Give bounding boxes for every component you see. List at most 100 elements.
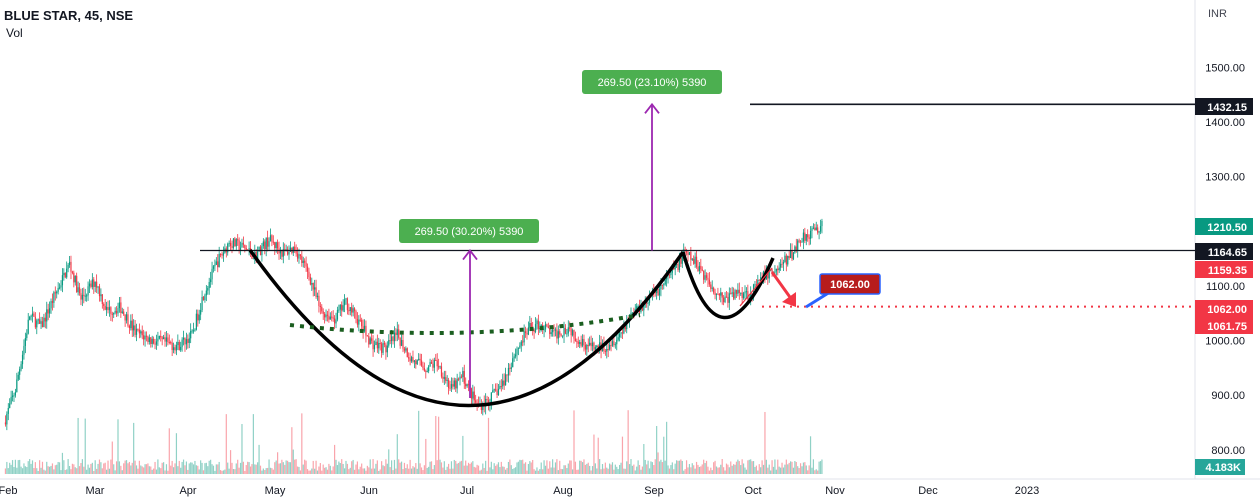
candle-body — [654, 291, 656, 294]
candle-body — [470, 388, 472, 399]
volume-bar — [701, 464, 703, 474]
candle-body — [309, 277, 311, 285]
candle-body — [604, 350, 606, 352]
volume-bar — [274, 462, 276, 474]
candle-body — [76, 275, 78, 293]
candle-body — [265, 237, 267, 250]
candle-body — [93, 279, 95, 287]
candle-body — [78, 287, 81, 294]
volume-bar — [208, 460, 210, 474]
volume-bar — [457, 462, 460, 474]
candle-body — [818, 231, 820, 233]
candle-body — [554, 329, 557, 331]
time-tick-label: Dec — [918, 485, 938, 497]
candle-body — [688, 251, 691, 255]
candle-body — [315, 287, 317, 297]
volume-bar — [579, 460, 581, 474]
candle-body — [33, 313, 35, 317]
volume-bar — [66, 469, 68, 474]
candle-body — [705, 275, 708, 278]
volume-bar — [54, 465, 56, 474]
candle-body — [101, 294, 103, 304]
volume-bar — [428, 466, 430, 474]
volume-bar — [68, 466, 71, 474]
volume-bar — [224, 469, 226, 474]
candle-body — [107, 306, 109, 311]
volume-bar — [748, 459, 750, 474]
volume-bar — [587, 462, 589, 474]
volume-bar — [184, 465, 186, 474]
candle-body — [351, 307, 353, 313]
candle-body — [171, 342, 173, 351]
volume-bar — [740, 465, 742, 474]
currency-label: INR — [1208, 8, 1227, 20]
candle-body — [792, 252, 795, 260]
candle-body — [524, 331, 527, 334]
volume-bar — [231, 462, 233, 474]
volume-bar — [477, 465, 480, 474]
candle-body — [567, 327, 569, 334]
candle-body — [215, 261, 217, 265]
volume-bar — [67, 459, 69, 474]
volume-bar — [758, 464, 760, 474]
candle-body — [790, 250, 792, 258]
candle-body — [115, 310, 118, 314]
candle-body — [700, 265, 702, 270]
candle-body — [244, 244, 246, 249]
candle-body — [801, 241, 803, 243]
candle-body — [54, 292, 56, 294]
candle-body — [125, 314, 128, 321]
candle-body — [780, 263, 782, 268]
volume-bar — [291, 427, 293, 474]
volume-bar — [778, 466, 780, 474]
volume-bar — [600, 469, 602, 474]
volume-bar — [29, 459, 31, 474]
candle-body — [207, 288, 209, 291]
time-tick-label: Nov — [825, 485, 845, 497]
candle-body — [311, 283, 313, 285]
volume-bar — [695, 461, 698, 474]
candle-body — [19, 369, 21, 375]
volume-bar — [804, 462, 806, 474]
candle-body — [513, 356, 515, 359]
volume-bar — [143, 467, 145, 474]
volume-bar — [285, 460, 287, 474]
candle-body — [371, 338, 373, 341]
candle-body — [657, 289, 659, 296]
candle-body — [621, 332, 624, 334]
candle-body — [362, 326, 364, 332]
candle-body — [631, 312, 634, 314]
candle-body — [514, 354, 517, 357]
candle-body — [329, 316, 331, 320]
candle-body — [9, 403, 11, 408]
volume-bar — [814, 470, 816, 474]
volume-bar — [218, 461, 220, 474]
volume-bar — [770, 470, 772, 474]
volume-bar — [623, 468, 625, 474]
volume-bar — [278, 463, 280, 474]
candle-body — [574, 338, 577, 342]
candle-body — [346, 298, 349, 311]
candle-body — [549, 328, 551, 335]
volume-bar — [392, 470, 394, 474]
volume-bar — [77, 417, 79, 474]
volume-bar — [571, 469, 574, 474]
volume-bar — [594, 463, 596, 474]
volume-bar — [140, 465, 142, 474]
candle-body — [269, 235, 272, 242]
candle-body — [319, 305, 321, 307]
candle-body — [197, 313, 199, 321]
volume-bar — [365, 470, 367, 474]
candle-body — [365, 325, 367, 336]
volume-bar — [653, 465, 655, 474]
candle-body — [430, 362, 433, 364]
volume-bar — [64, 469, 66, 474]
candle-body — [452, 384, 454, 387]
volume-bar — [269, 467, 272, 474]
volume-bar — [614, 464, 616, 474]
volume-bar — [532, 459, 534, 474]
volume-bar — [775, 469, 777, 474]
candle-body — [148, 337, 150, 342]
volume-bar — [198, 469, 200, 474]
